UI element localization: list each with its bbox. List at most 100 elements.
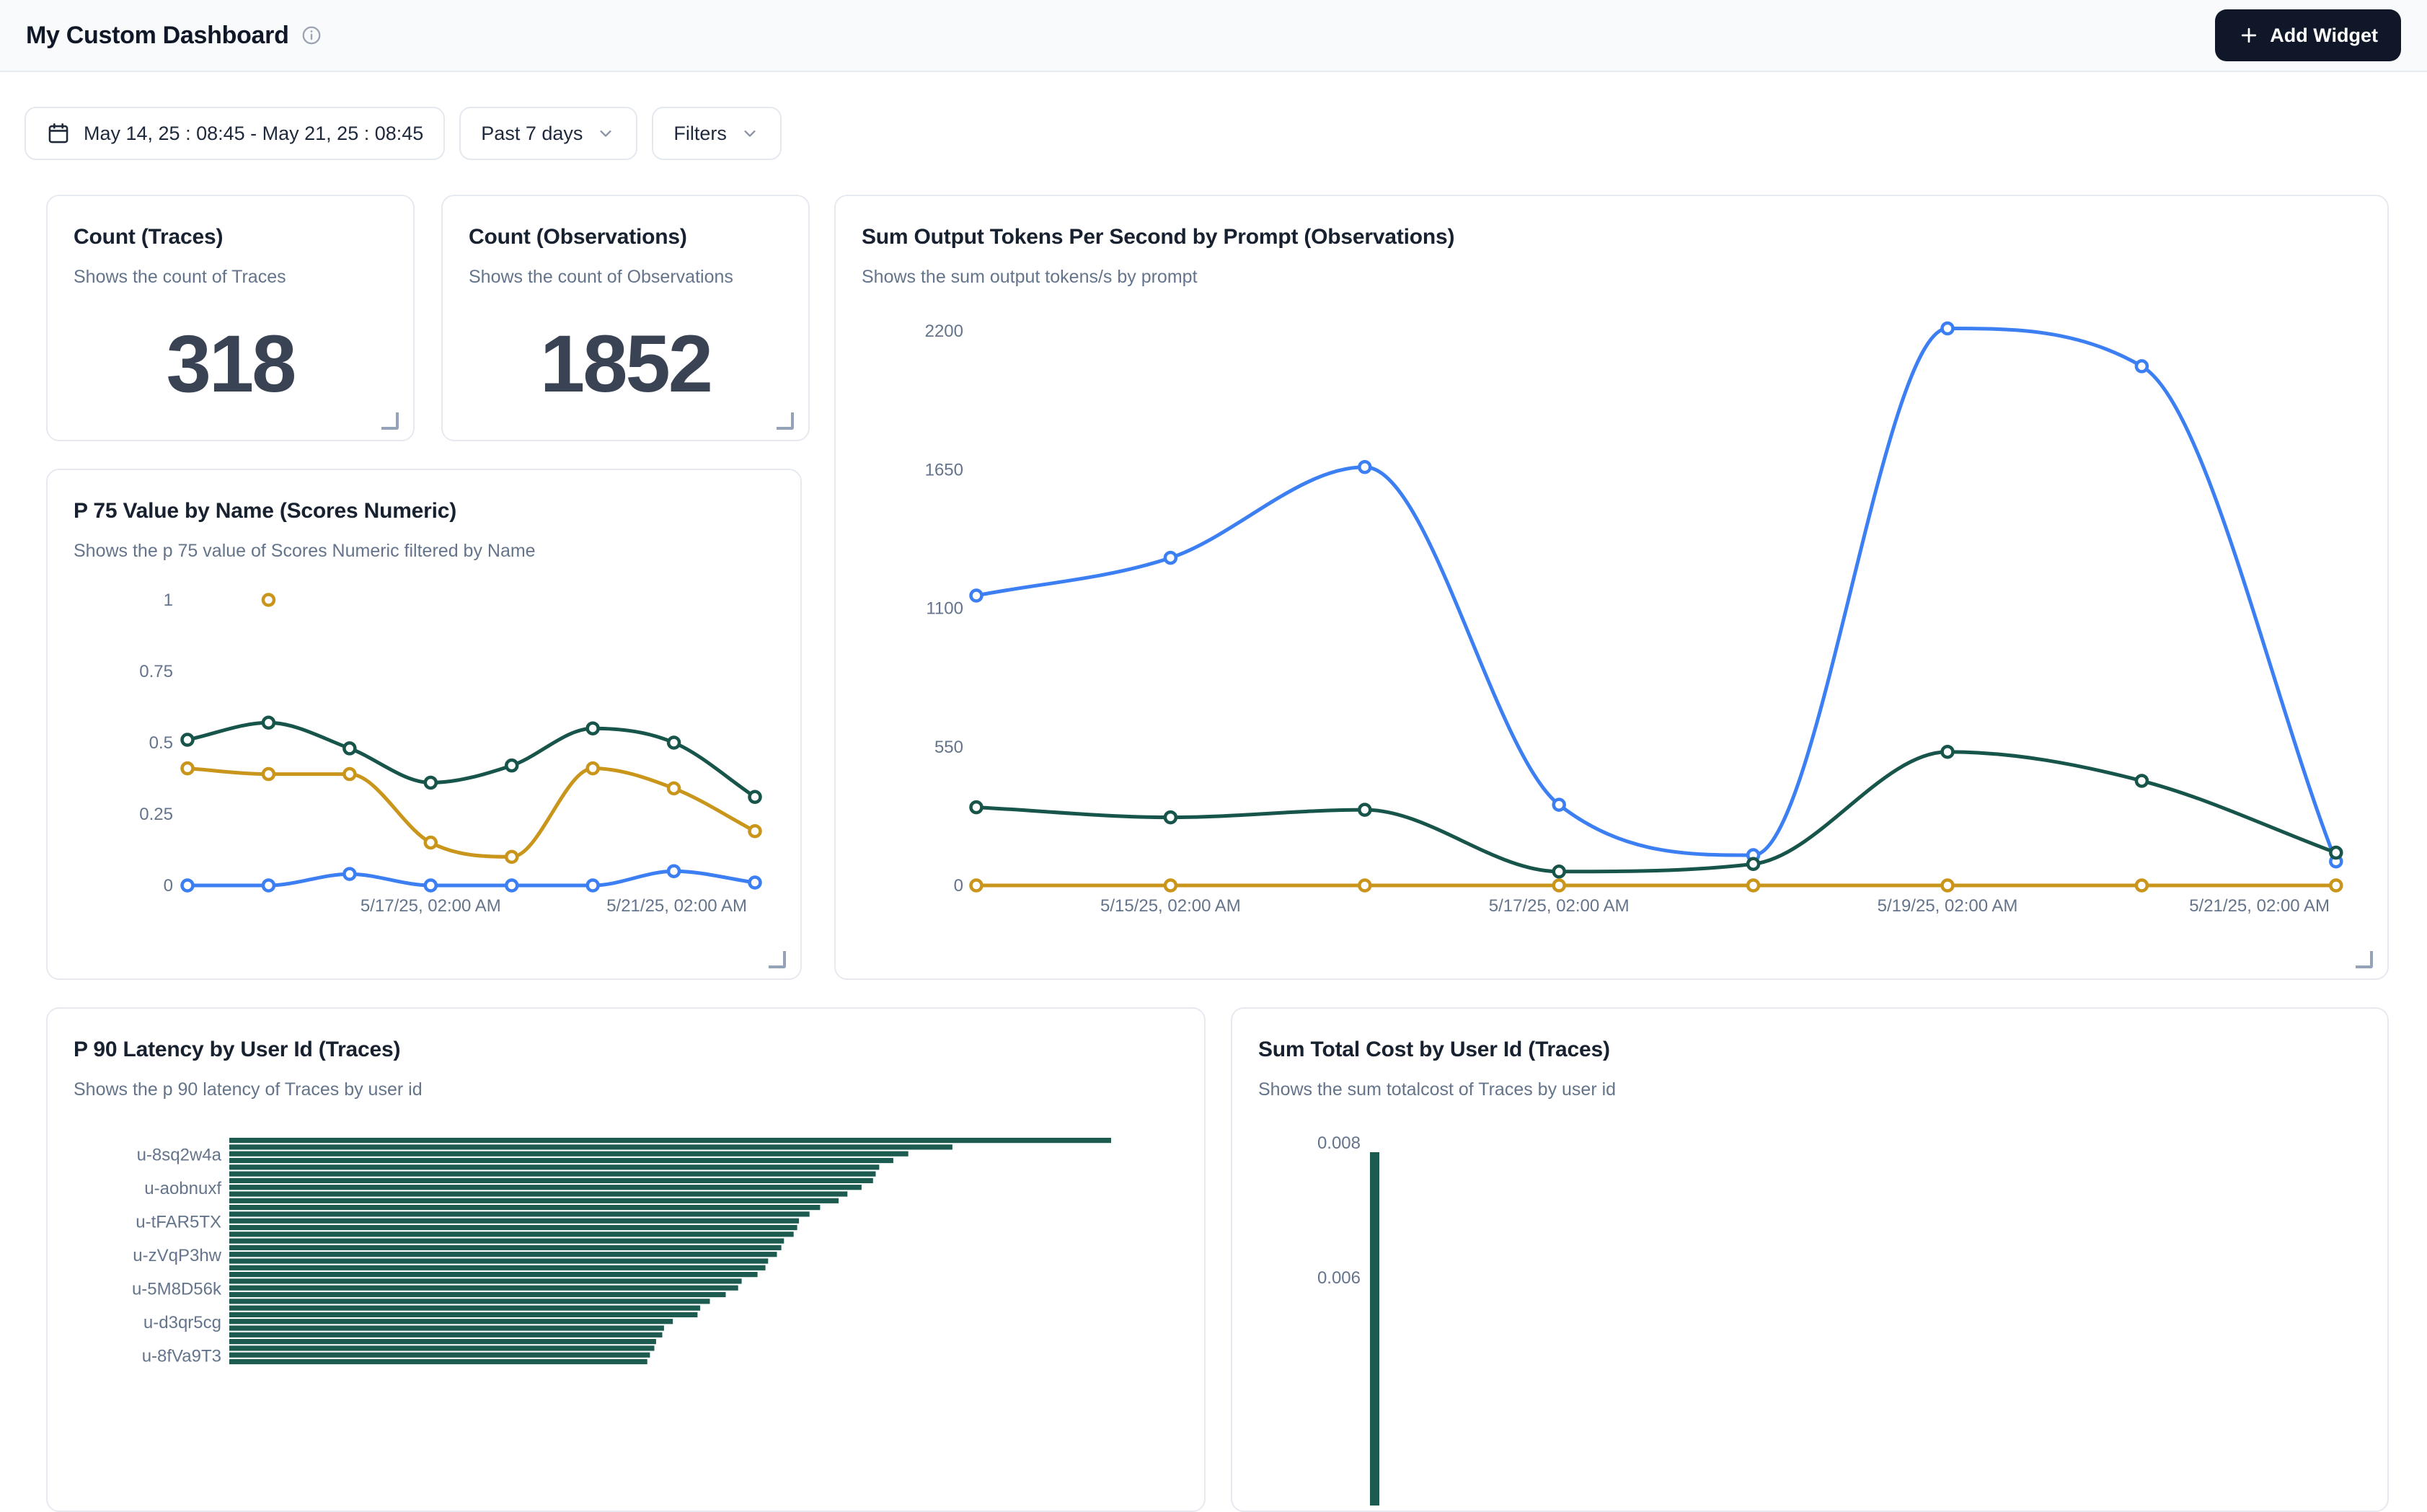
latency-bar[interactable] xyxy=(229,1345,655,1351)
latency-bar[interactable] xyxy=(229,1164,880,1170)
x-axis-tick-label: 5/17/25, 02:00 AM xyxy=(1489,896,1630,916)
data-point[interactable] xyxy=(1358,460,1372,474)
latency-bar[interactable] xyxy=(229,1299,710,1304)
widget-title: Sum Total Cost by User Id (Traces) xyxy=(1258,1038,1610,1061)
data-point[interactable] xyxy=(1163,810,1178,825)
latency-bar[interactable] xyxy=(229,1224,797,1231)
data-point[interactable] xyxy=(2134,878,2149,893)
latency-bar[interactable] xyxy=(229,1325,664,1331)
data-point[interactable] xyxy=(261,593,276,607)
data-point[interactable] xyxy=(585,878,600,893)
data-point[interactable] xyxy=(1940,878,1955,893)
latency-bar[interactable] xyxy=(229,1278,742,1284)
data-point[interactable] xyxy=(342,867,357,881)
range-preset-dropdown[interactable]: Past 7 days xyxy=(459,107,638,160)
latency-bar[interactable] xyxy=(229,1258,769,1264)
latency-bar[interactable] xyxy=(229,1352,650,1358)
latency-bar[interactable] xyxy=(229,1252,777,1257)
data-point[interactable] xyxy=(423,835,438,850)
latency-bar[interactable] xyxy=(229,1191,848,1197)
data-point[interactable] xyxy=(2134,774,2149,788)
latency-bar[interactable] xyxy=(229,1218,800,1224)
data-point[interactable] xyxy=(1552,797,1566,812)
data-point[interactable] xyxy=(1552,878,1566,893)
resize-grip-icon[interactable] xyxy=(381,412,399,430)
data-point[interactable] xyxy=(2329,878,2343,893)
latency-bar[interactable] xyxy=(229,1211,810,1217)
latency-bar[interactable] xyxy=(229,1244,782,1250)
data-point[interactable] xyxy=(666,864,681,878)
data-point[interactable] xyxy=(666,781,681,796)
latency-bar[interactable] xyxy=(229,1332,663,1338)
latency-bar[interactable] xyxy=(229,1138,1111,1144)
data-point[interactable] xyxy=(2134,359,2149,373)
data-point[interactable] xyxy=(1358,803,1372,817)
data-point[interactable] xyxy=(504,758,519,773)
data-point[interactable] xyxy=(1746,857,1761,872)
latency-bar[interactable] xyxy=(229,1291,726,1298)
latency-bar[interactable] xyxy=(229,1177,873,1183)
data-point[interactable] xyxy=(585,761,600,776)
line-series-green xyxy=(974,750,2338,874)
latency-bar[interactable] xyxy=(229,1144,952,1150)
filters-dropdown[interactable]: Filters xyxy=(652,107,782,160)
data-point[interactable] xyxy=(504,878,519,893)
widget-subtitle: Shows the p 75 value of Scores Numeric f… xyxy=(74,541,536,561)
date-range-picker[interactable]: May 14, 25 : 08:45 - May 21, 25 : 08:45 xyxy=(25,107,446,160)
data-point[interactable] xyxy=(1552,865,1566,879)
latency-bar[interactable] xyxy=(229,1238,784,1244)
data-point[interactable] xyxy=(969,800,983,815)
latency-bar[interactable] xyxy=(229,1319,673,1325)
cost-bar[interactable] xyxy=(1370,1152,1379,1506)
data-point[interactable] xyxy=(748,824,762,839)
data-point[interactable] xyxy=(666,735,681,750)
latency-bar[interactable] xyxy=(229,1285,738,1291)
data-point[interactable] xyxy=(1358,878,1372,893)
latency-bar[interactable] xyxy=(229,1305,701,1311)
widget-subtitle: Shows the count of Traces xyxy=(74,267,286,287)
latency-bar[interactable] xyxy=(229,1198,839,1203)
data-point[interactable] xyxy=(969,588,983,603)
data-point[interactable] xyxy=(1940,321,1955,336)
data-point[interactable] xyxy=(585,721,600,735)
data-point[interactable] xyxy=(261,766,276,782)
data-point[interactable] xyxy=(1163,550,1178,565)
latency-bar[interactable] xyxy=(229,1265,766,1270)
data-point[interactable] xyxy=(180,733,195,747)
data-point[interactable] xyxy=(261,878,276,893)
resize-grip-icon[interactable] xyxy=(777,412,794,430)
latency-bar[interactable] xyxy=(229,1157,893,1164)
add-widget-button[interactable]: Add Widget xyxy=(2215,9,2401,61)
widget-subtitle: Shows the sum output tokens/s by prompt xyxy=(862,267,1198,287)
data-point[interactable] xyxy=(342,766,357,782)
data-point[interactable] xyxy=(180,761,195,776)
data-point[interactable] xyxy=(1940,744,1955,759)
data-point[interactable] xyxy=(969,878,983,893)
data-point[interactable] xyxy=(1163,878,1178,893)
data-point[interactable] xyxy=(504,849,519,865)
data-point[interactable] xyxy=(423,775,438,790)
latency-bar[interactable] xyxy=(229,1205,821,1211)
data-point[interactable] xyxy=(261,715,276,730)
latency-bar[interactable] xyxy=(229,1185,862,1190)
y-axis-tick-label: 1100 xyxy=(926,599,963,619)
latency-bar[interactable] xyxy=(229,1151,909,1157)
data-point[interactable] xyxy=(180,878,195,893)
data-point[interactable] xyxy=(748,790,762,804)
latency-bar[interactable] xyxy=(229,1232,794,1237)
data-point[interactable] xyxy=(748,875,762,890)
latency-bar[interactable] xyxy=(229,1272,758,1278)
calendar-icon xyxy=(46,121,71,146)
resize-grip-icon[interactable] xyxy=(769,951,786,968)
latency-bar[interactable] xyxy=(229,1171,876,1177)
data-point[interactable] xyxy=(2329,845,2343,860)
latency-bar[interactable] xyxy=(229,1339,656,1345)
latency-bar[interactable] xyxy=(229,1312,698,1317)
data-point[interactable] xyxy=(423,878,438,893)
resize-grip-icon[interactable] xyxy=(2356,951,2373,968)
info-icon[interactable] xyxy=(301,25,322,46)
data-point[interactable] xyxy=(342,741,357,756)
widget-p90-latency: P 90 Latency by User Id (Traces) Shows t… xyxy=(46,1007,1206,1512)
data-point[interactable] xyxy=(1746,878,1761,893)
latency-bar[interactable] xyxy=(229,1358,647,1365)
